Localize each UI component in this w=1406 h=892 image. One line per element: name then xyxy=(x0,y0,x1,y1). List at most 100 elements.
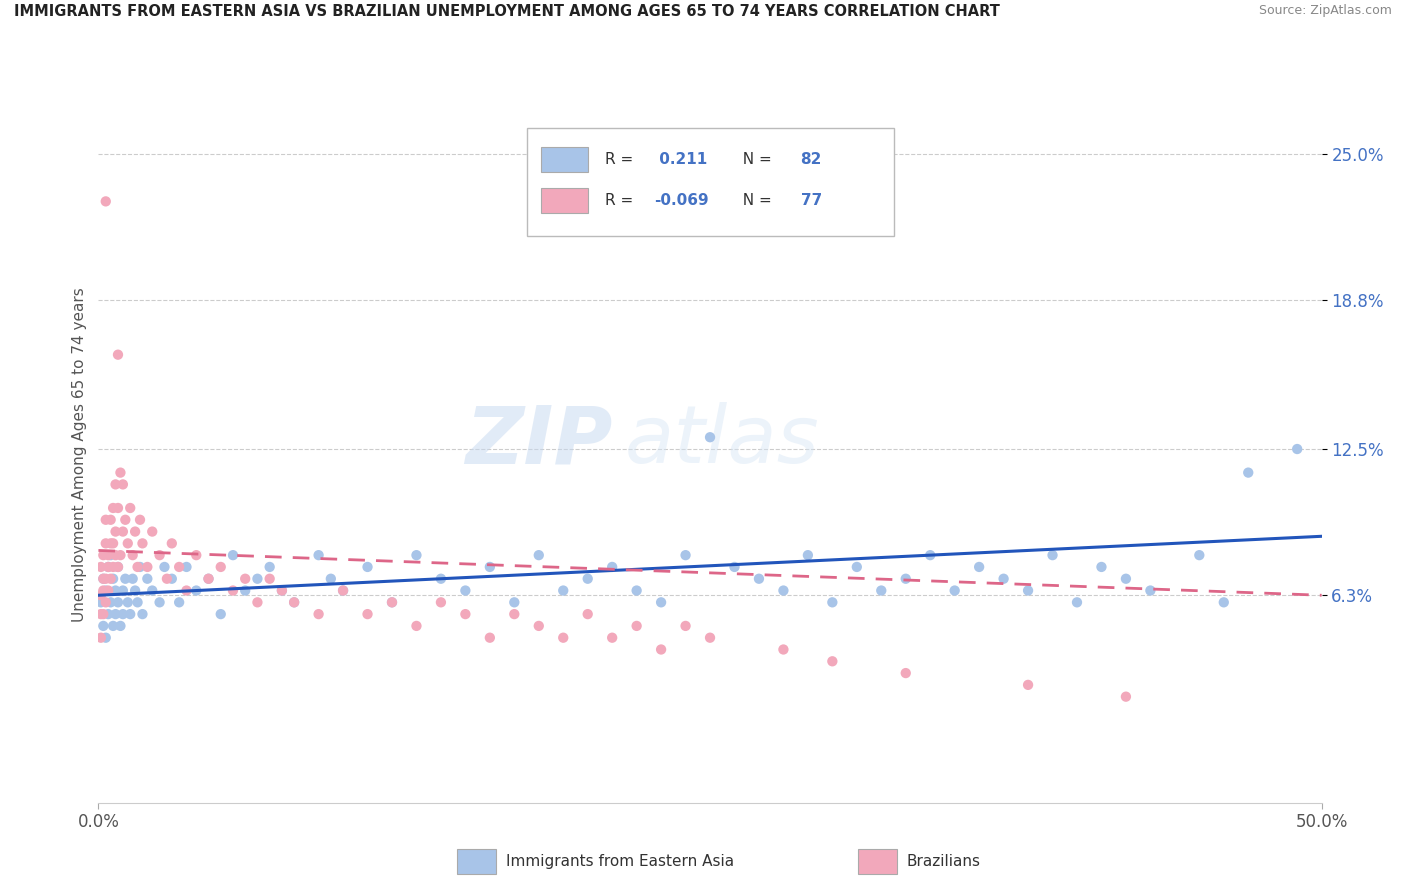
Point xyxy=(131,607,153,621)
Point xyxy=(283,595,305,609)
Point xyxy=(121,548,143,562)
Point xyxy=(1115,690,1137,704)
Point xyxy=(197,572,219,586)
Point xyxy=(772,642,794,657)
Point xyxy=(100,572,122,586)
Point xyxy=(114,513,136,527)
Point xyxy=(104,477,127,491)
Point xyxy=(94,513,117,527)
Point xyxy=(91,583,114,598)
Text: ZIP: ZIP xyxy=(465,402,612,480)
Point xyxy=(1115,572,1137,586)
Text: IMMIGRANTS FROM EASTERN ASIA VS BRAZILIAN UNEMPLOYMENT AMONG AGES 65 TO 74 YEARS: IMMIGRANTS FROM EASTERN ASIA VS BRAZILIA… xyxy=(14,4,1000,20)
Point xyxy=(94,572,117,586)
Point xyxy=(160,536,183,550)
Point xyxy=(104,607,127,621)
Point xyxy=(1286,442,1309,456)
Point xyxy=(136,560,159,574)
Point xyxy=(127,560,149,574)
Point xyxy=(675,548,697,562)
Point xyxy=(478,631,501,645)
Point xyxy=(381,595,404,609)
Point xyxy=(117,536,139,550)
Point xyxy=(553,631,575,645)
Point xyxy=(90,631,112,645)
Point xyxy=(870,583,893,598)
Point xyxy=(527,619,550,633)
Point xyxy=(167,595,190,609)
Point xyxy=(600,631,623,645)
Point xyxy=(111,524,134,539)
Point xyxy=(1017,583,1039,598)
Point xyxy=(454,607,477,621)
Point xyxy=(91,607,114,621)
Point xyxy=(104,583,127,598)
Point xyxy=(117,595,139,609)
Point xyxy=(97,607,120,621)
FancyBboxPatch shape xyxy=(541,188,588,213)
Text: R =: R = xyxy=(605,194,638,209)
Point xyxy=(124,583,146,598)
Point xyxy=(90,595,112,609)
Point xyxy=(160,572,183,586)
Point xyxy=(101,536,124,550)
Point xyxy=(821,654,844,668)
Point xyxy=(104,548,127,562)
Point xyxy=(626,583,648,598)
Point xyxy=(104,524,127,539)
Point xyxy=(186,583,208,598)
Point xyxy=(167,560,190,574)
Point xyxy=(97,560,120,574)
Point xyxy=(97,560,120,574)
Point xyxy=(141,583,163,598)
Point xyxy=(110,619,132,633)
Point xyxy=(90,607,112,621)
Point xyxy=(821,595,844,609)
Point xyxy=(91,619,114,633)
Point xyxy=(90,560,112,574)
Point xyxy=(259,572,281,586)
Point xyxy=(259,560,281,574)
Point xyxy=(270,583,294,598)
Point xyxy=(107,595,129,609)
Point xyxy=(527,548,550,562)
Text: 0.211: 0.211 xyxy=(654,152,707,167)
Point xyxy=(675,619,697,633)
Point xyxy=(131,536,153,550)
Point xyxy=(101,572,124,586)
Point xyxy=(650,642,672,657)
Point xyxy=(100,536,122,550)
Point xyxy=(94,536,117,550)
Point xyxy=(576,572,599,586)
Point xyxy=(124,524,146,539)
Point xyxy=(94,194,117,209)
Point xyxy=(94,631,117,645)
Point xyxy=(97,583,120,598)
Point xyxy=(699,631,721,645)
Point xyxy=(1139,583,1161,598)
Point xyxy=(626,619,648,633)
Point xyxy=(723,560,745,574)
Text: R =: R = xyxy=(605,152,638,167)
Point xyxy=(101,619,124,633)
Point xyxy=(120,500,142,515)
Point xyxy=(120,607,142,621)
Point xyxy=(748,572,770,586)
Point xyxy=(107,500,129,515)
Point xyxy=(91,548,114,562)
Point xyxy=(100,513,122,527)
Point xyxy=(176,560,198,574)
Point xyxy=(319,572,342,586)
Point xyxy=(503,595,526,609)
Text: Source: ZipAtlas.com: Source: ZipAtlas.com xyxy=(1258,4,1392,18)
Point xyxy=(894,666,917,681)
Point xyxy=(129,560,152,574)
Point xyxy=(114,572,136,586)
Point xyxy=(111,607,134,621)
Point xyxy=(107,348,129,362)
Point xyxy=(209,607,232,621)
Point xyxy=(993,572,1015,586)
Point xyxy=(1188,548,1211,562)
Point xyxy=(356,560,378,574)
Point xyxy=(153,560,176,574)
